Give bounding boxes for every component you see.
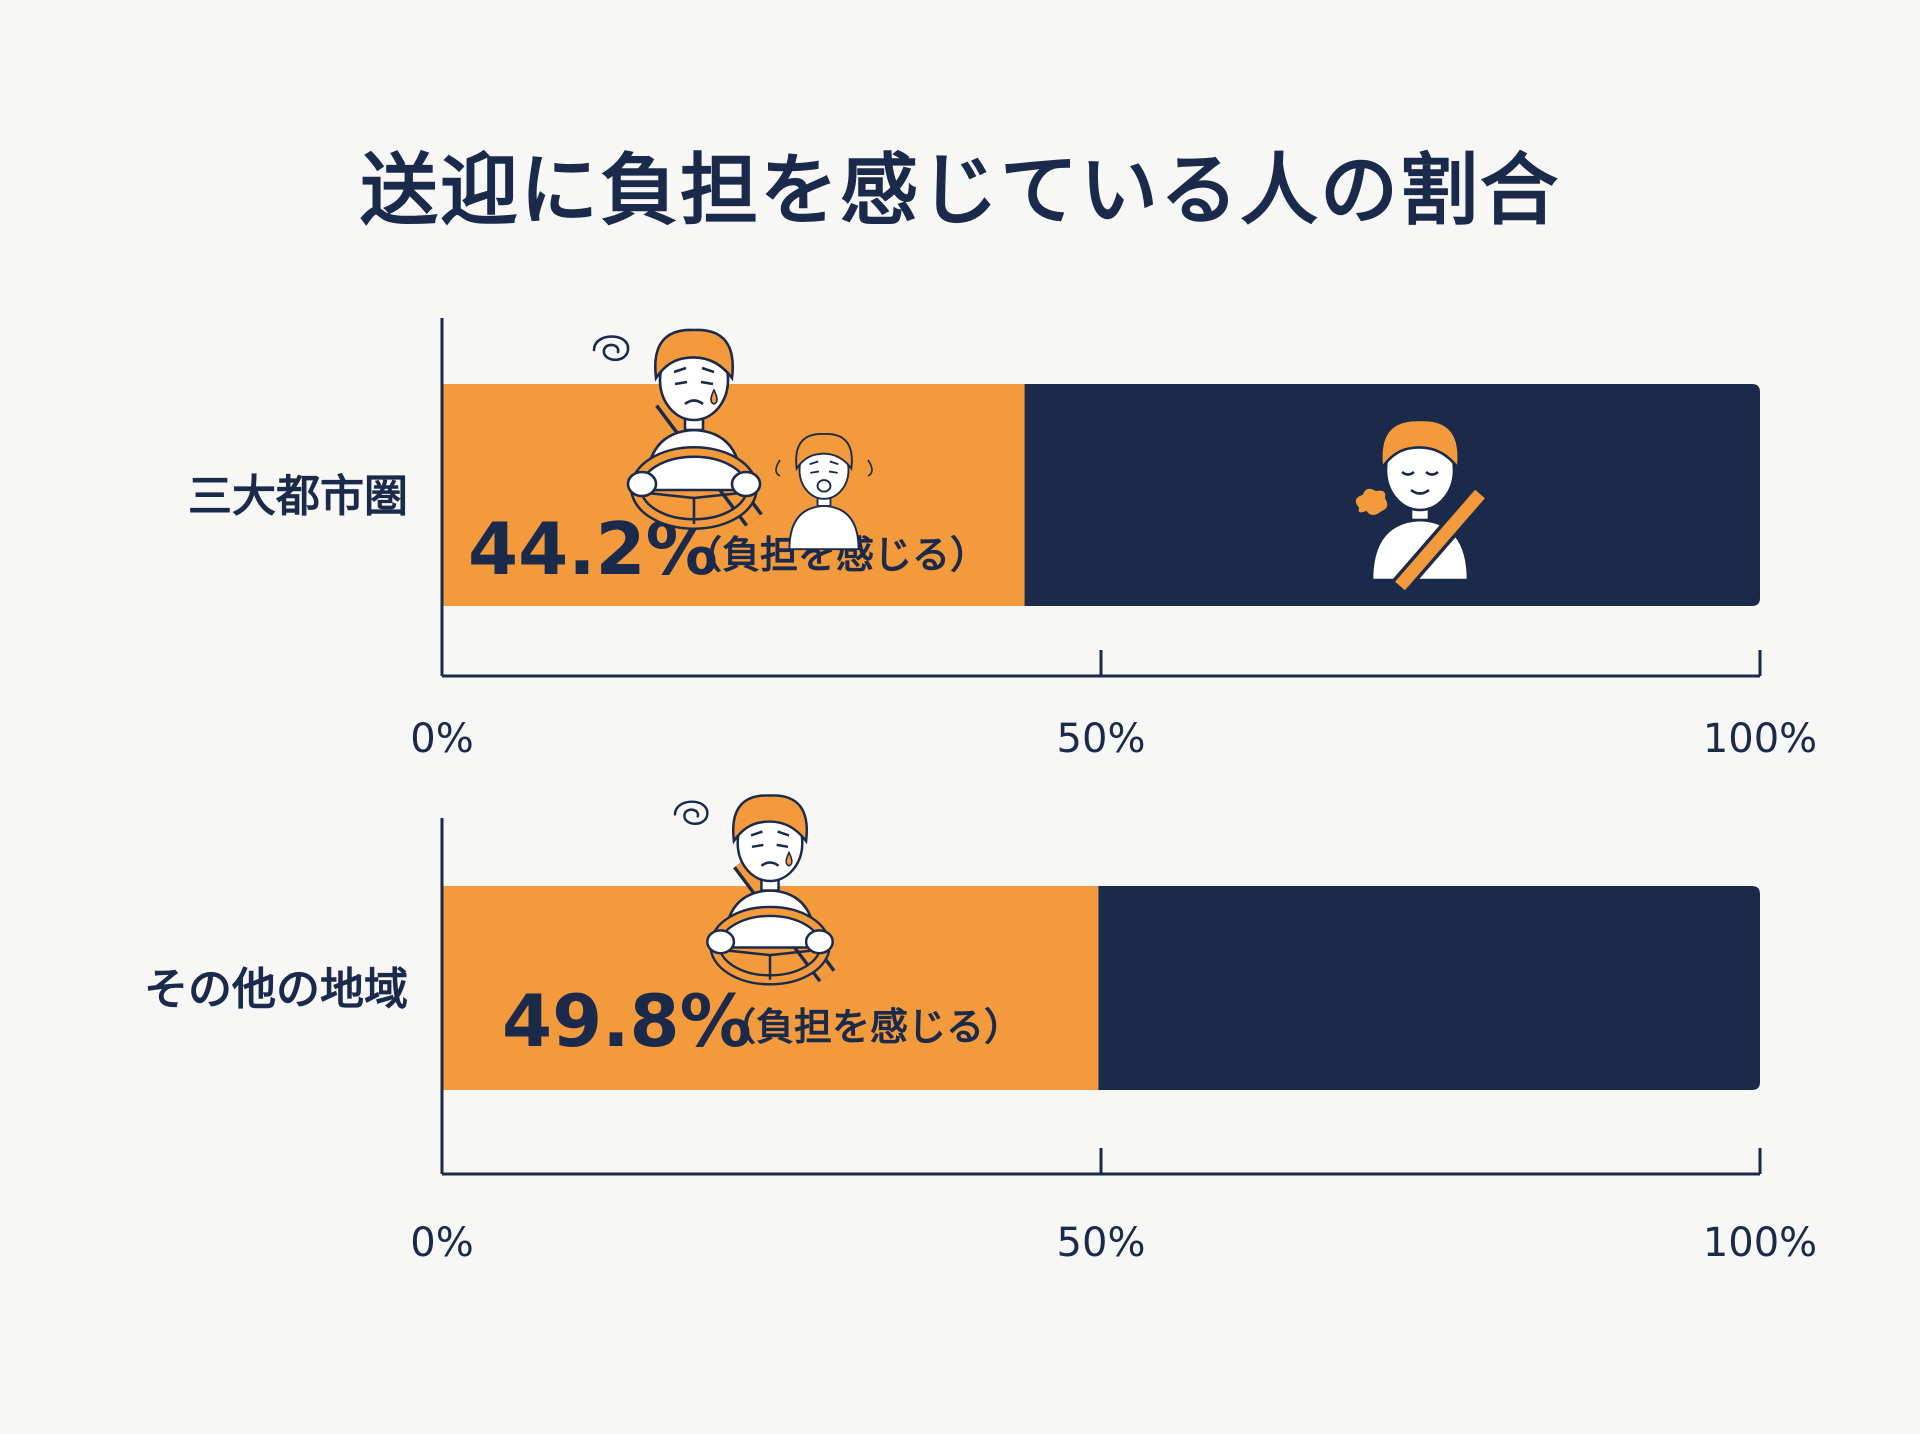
value-note-label: （負担を感じる） [718,1005,1022,1049]
person-eye [674,380,688,386]
x-tick-label: 50% [1057,1220,1146,1266]
steering-wheel-spokes [716,948,824,980]
seatbelt-fill [1395,489,1485,591]
tear-drop-icon [775,459,781,477]
person-mouth [760,861,780,867]
hand [706,929,736,955]
tear-icon [710,388,718,405]
person-hair [1380,418,1460,472]
stress-squiggle-icon [673,800,709,825]
bar-remainder [1098,886,1760,1090]
person-mouth [816,479,832,493]
person-eye [751,843,764,849]
person-eye [828,470,838,474]
person-eye [700,380,714,386]
person-eye [776,843,789,849]
person-mouth [684,399,704,406]
person-brow [750,830,790,837]
person-eye [810,470,820,474]
x-tick-label: 0% [410,1220,473,1266]
x-tick-label: 0% [410,716,473,762]
x-tick-label: 100% [1703,1220,1817,1266]
relaxed-passenger-icon [1353,418,1488,593]
tear-icon [785,850,793,867]
stress-squiggle-icon [592,335,630,362]
x-tick-label: 50% [1057,716,1146,762]
tear-drop-icon [867,459,873,477]
person-hair [654,328,734,382]
stressed-driver-and-crying-child-icon [592,328,873,551]
person-brow [809,460,839,466]
person-brow [673,366,715,374]
value-label: 49.8% [502,979,752,1063]
stressed-driver-icon [673,794,836,986]
steering-wheel-spokes [637,490,751,524]
sigh-puff-icon [1353,486,1390,517]
person-eye [1425,470,1439,476]
hand [626,470,658,498]
category-label: 三大都市圏 [188,471,408,522]
person-hair [795,433,853,472]
person-eye [1401,470,1415,476]
hand [804,929,834,955]
x-tick-label: 100% [1703,716,1817,762]
hand [730,470,762,498]
person-mouth [1410,488,1430,495]
chart-row: その他の地域 0% 50% 100% 49.8%（負担を感じる） [144,794,1817,1266]
person-hair [731,794,809,845]
chart-title: 送迎に負担を感じている人の割合 [359,146,1560,236]
category-label: その他の地域 [144,964,408,1015]
